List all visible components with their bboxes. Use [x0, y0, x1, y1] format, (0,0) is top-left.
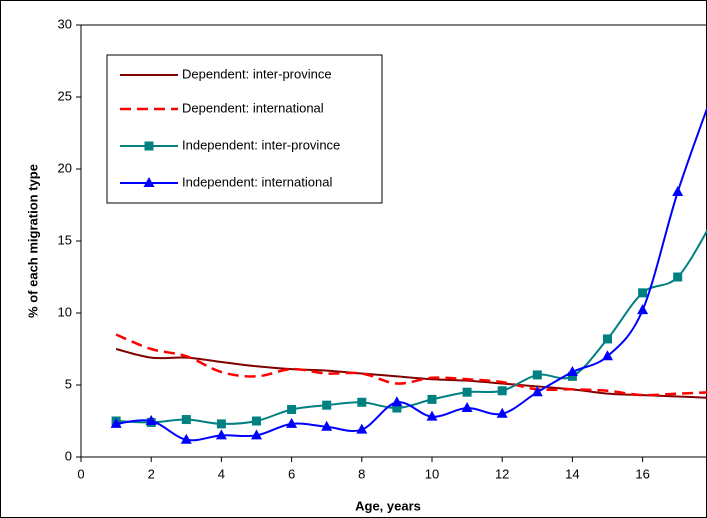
marker-square — [497, 386, 507, 396]
marker-square — [392, 403, 402, 413]
marker-triangle — [672, 186, 684, 197]
marker-square — [638, 288, 648, 298]
x-tick-label: 6 — [288, 466, 295, 481]
marker-square — [216, 419, 226, 429]
y-tick-label: 5 — [65, 376, 72, 391]
marker-square — [567, 371, 577, 381]
marker-square — [603, 334, 612, 344]
marker-square — [322, 400, 332, 410]
marker-square — [673, 272, 683, 282]
legend-label: Independent: inter-province — [182, 137, 340, 152]
marker-triangle — [143, 177, 155, 187]
marker-square — [427, 394, 437, 404]
marker-triangle — [426, 410, 438, 421]
y-tick-label: 20 — [58, 160, 72, 175]
x-tick-label: 12 — [495, 466, 509, 481]
marker-triangle — [602, 350, 613, 361]
marker-square — [144, 141, 154, 151]
legend-label: Independent: international — [182, 174, 332, 189]
marker-triangle — [461, 402, 473, 413]
x-tick-label: 2 — [148, 466, 155, 481]
marker-triangle — [496, 407, 508, 418]
x-tick-label: 10 — [425, 466, 439, 481]
marker-triangle — [391, 396, 403, 407]
y-tick-label: 10 — [58, 304, 72, 319]
x-axis-title: Age, years — [355, 498, 421, 513]
marker-triangle — [356, 423, 368, 434]
marker-square — [462, 387, 472, 397]
x-tick-label: 4 — [218, 466, 225, 481]
y-axis-title: % of each migration type — [25, 164, 40, 318]
x-tick-label: 14 — [565, 466, 579, 481]
marker-triangle — [215, 429, 227, 440]
marker-triangle — [180, 433, 192, 444]
marker-triangle — [566, 366, 578, 377]
x-tick-label: 16 — [635, 466, 649, 481]
y-tick-label: 30 — [58, 16, 72, 31]
marker-triangle — [637, 304, 649, 315]
y-tick-label: 0 — [65, 448, 72, 463]
marker-square — [357, 397, 367, 407]
legend-label: Dependent: international — [182, 100, 324, 115]
x-tick-label: 8 — [358, 466, 365, 481]
series-line — [115, 348, 707, 399]
series-line — [115, 333, 707, 397]
marker-square — [181, 415, 191, 425]
marker-triangle — [110, 417, 122, 428]
y-tick-label: 15 — [58, 232, 72, 247]
legend-box — [106, 54, 383, 204]
marker-triangle — [321, 420, 333, 431]
legend-label: Dependent: inter-province — [182, 66, 332, 81]
marker-triangle — [286, 417, 298, 428]
x-tick-label: 18 — [706, 466, 707, 481]
marker-triangle — [531, 386, 543, 397]
marker-square — [252, 416, 261, 426]
marker-square — [287, 404, 297, 414]
y-tick-label: 25 — [58, 88, 72, 103]
marker-triangle — [251, 429, 262, 440]
x-tick-label: 0 — [77, 466, 84, 481]
marker-square — [532, 370, 542, 380]
marker-triangle — [145, 415, 157, 425]
